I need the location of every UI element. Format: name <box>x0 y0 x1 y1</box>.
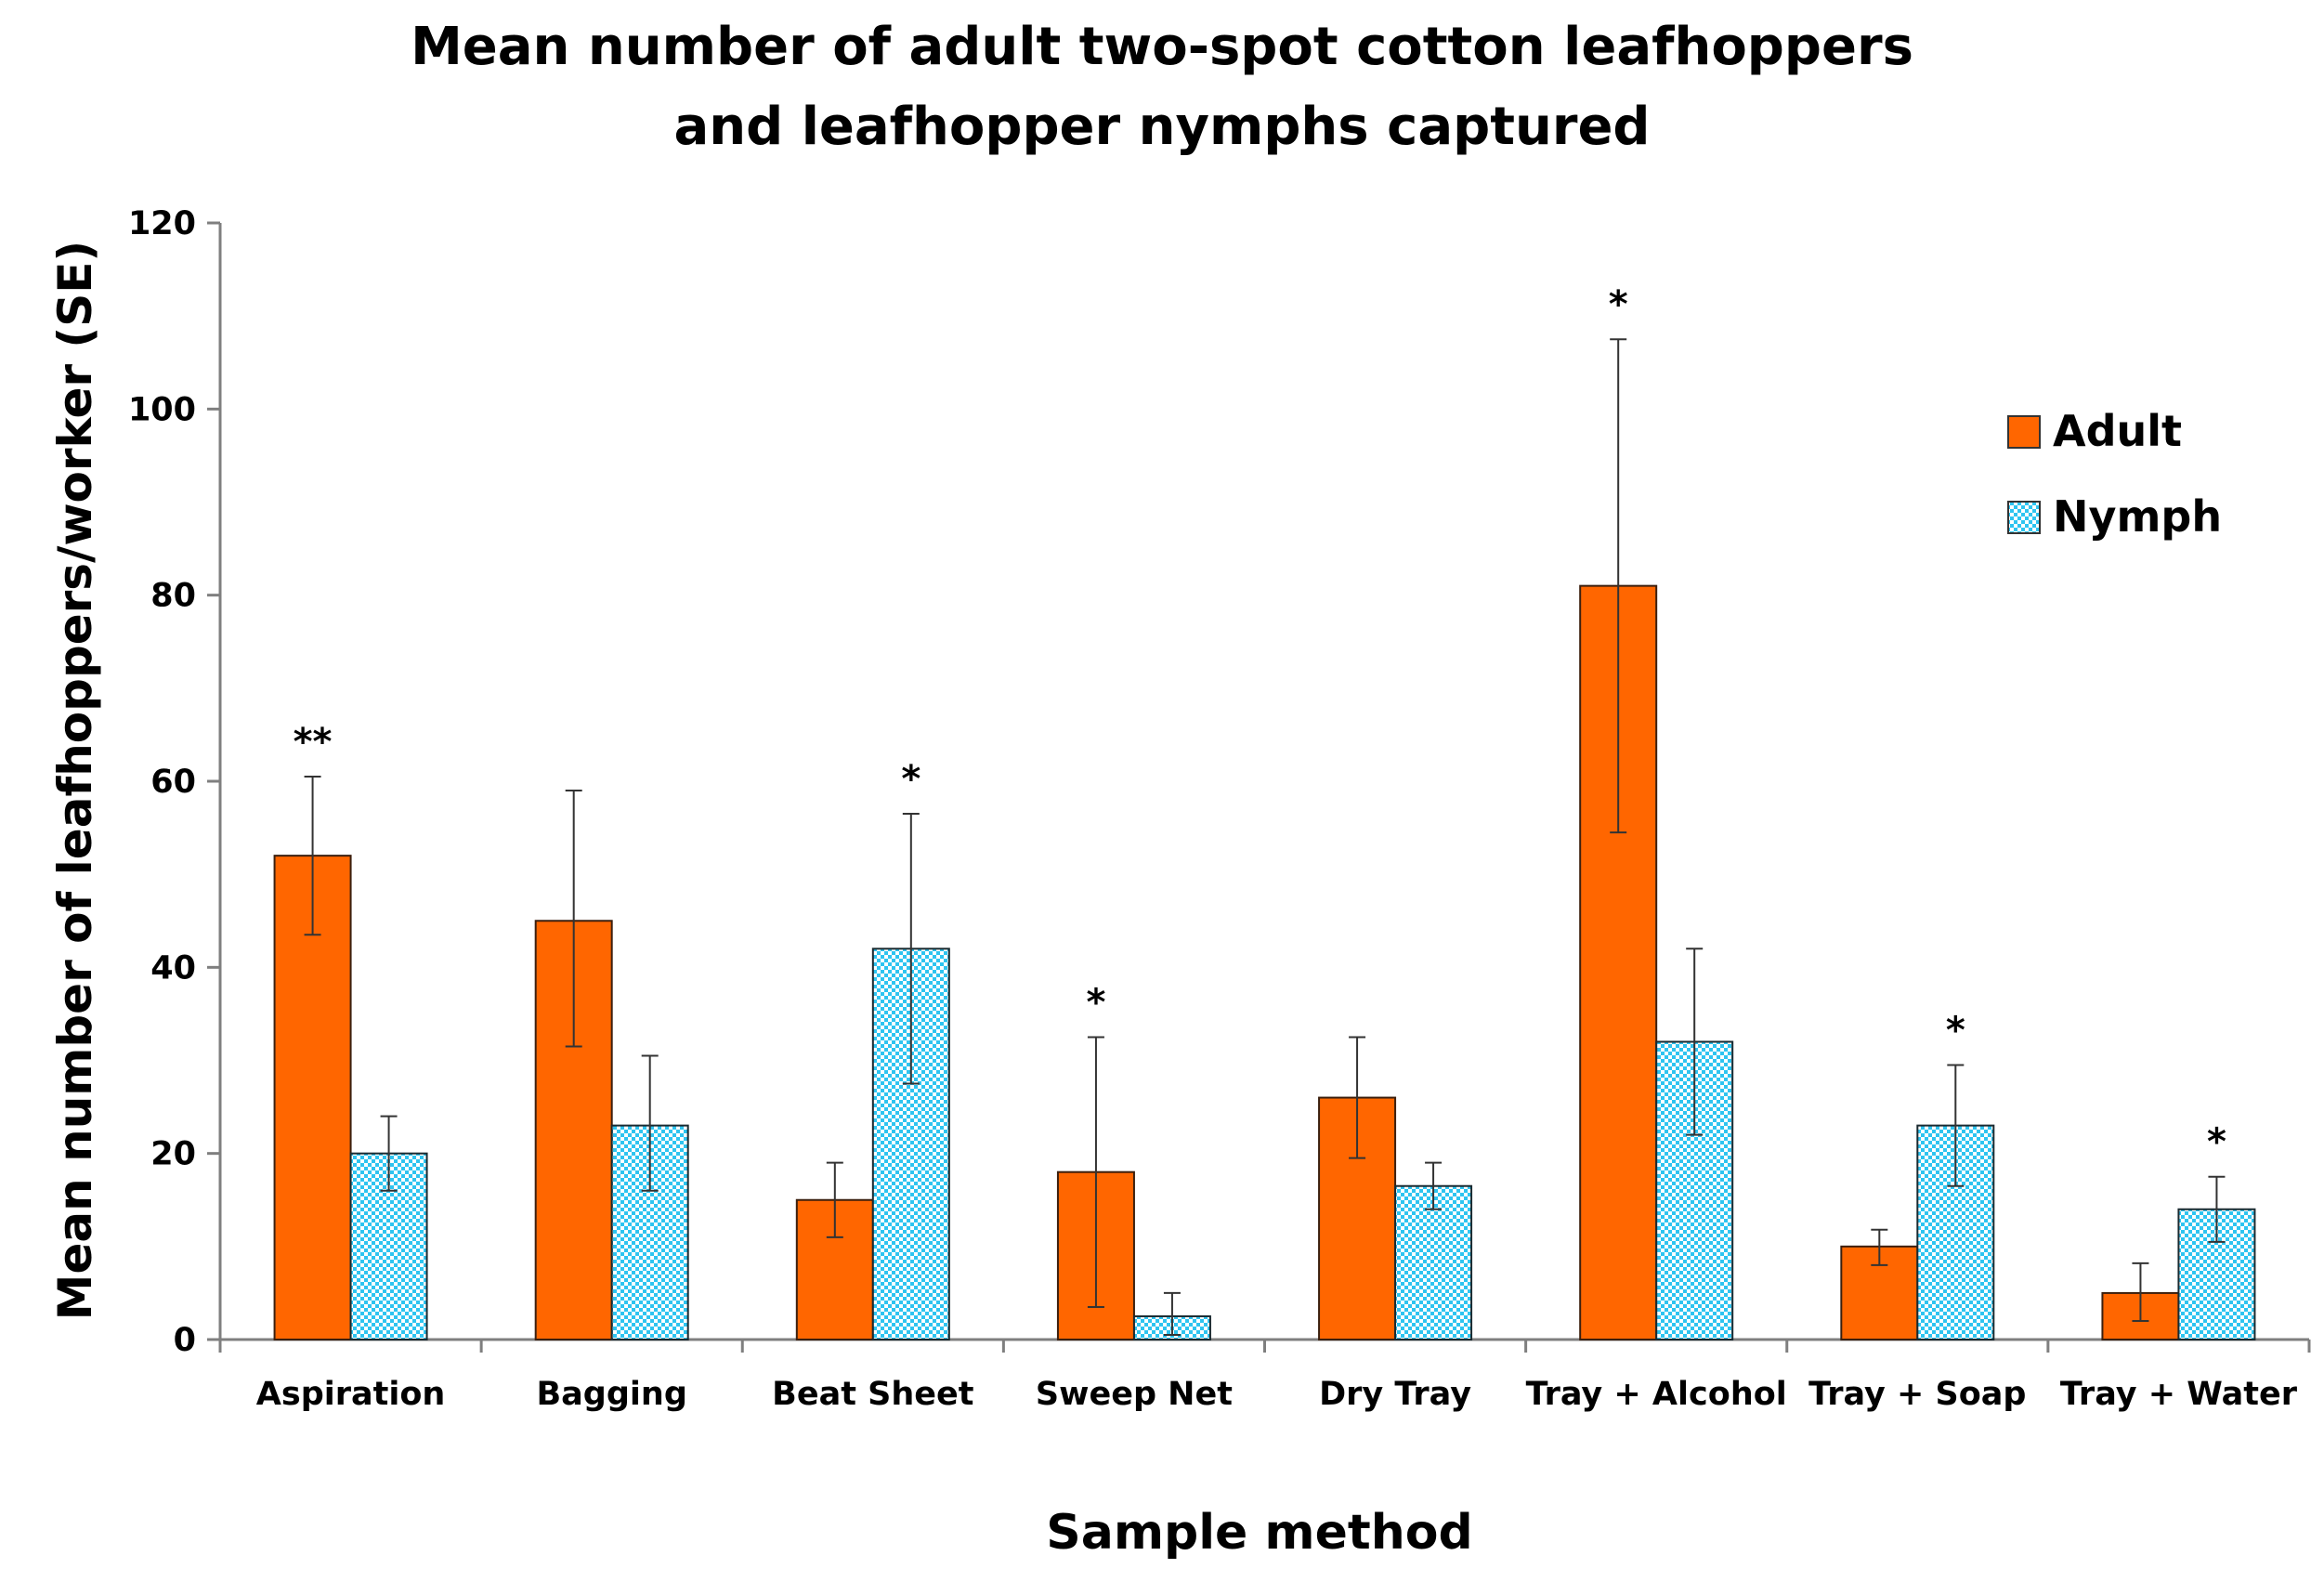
chart-title-line-2: and leafhopper nymphs captured <box>673 97 1651 157</box>
significance-marker: * <box>1086 981 1105 1024</box>
y-tick-label: 100 <box>128 391 196 428</box>
x-tick-label: Tray + Water <box>2060 1376 2298 1413</box>
y-tick-label: 120 <box>128 205 196 242</box>
x-tick-label: Dry Tray <box>1319 1376 1471 1413</box>
x-tick-label: Tray + Alcohol <box>1526 1376 1787 1413</box>
y-tick-label: 20 <box>150 1136 196 1173</box>
x-tick-label: Aspiration <box>256 1376 446 1413</box>
x-tick-label: Sweep Net <box>1036 1376 1233 1413</box>
significance-annotations: ******* <box>294 283 2226 1164</box>
significance-marker: * <box>901 758 920 801</box>
bar-adult <box>273 855 352 1340</box>
chart-title-line-1: Mean number of adult two-spot cotton lea… <box>411 17 1913 77</box>
error-bars <box>304 338 2226 1336</box>
bar-nymph <box>1394 1184 1473 1340</box>
chart-title: Mean number of adult two-spot cotton lea… <box>0 7 2324 167</box>
x-tick-label: Beat Sheet <box>772 1376 973 1413</box>
y-tick-label: 40 <box>150 949 196 987</box>
legend-label-adult: Adult <box>2053 406 2182 456</box>
x-axis-label: Sample method <box>1046 1505 1473 1561</box>
tick-labels: 0 20 40 60 80 100 120 Aspiration Bagging Beat She… <box>128 205 2298 1413</box>
legend-swatch-nymph <box>2007 501 2041 534</box>
y-tick-label: 80 <box>150 578 196 615</box>
legend-label-nymph: Nymph <box>2053 491 2222 542</box>
significance-marker: * <box>2207 1121 2226 1164</box>
legend: Adult Nymph <box>2007 406 2222 542</box>
x-tick-label: Bagging <box>537 1376 687 1413</box>
legend-swatch-adult <box>2007 415 2041 449</box>
x-tick-label: Tray + Soap <box>1808 1376 2026 1413</box>
y-tick-label: 60 <box>150 764 196 801</box>
significance-marker: * <box>1946 1010 1965 1052</box>
significance-marker: ** <box>294 721 333 764</box>
significance-marker: * <box>1609 283 1628 326</box>
y-tick-label: 0 <box>174 1322 196 1359</box>
bars <box>273 584 2256 1341</box>
